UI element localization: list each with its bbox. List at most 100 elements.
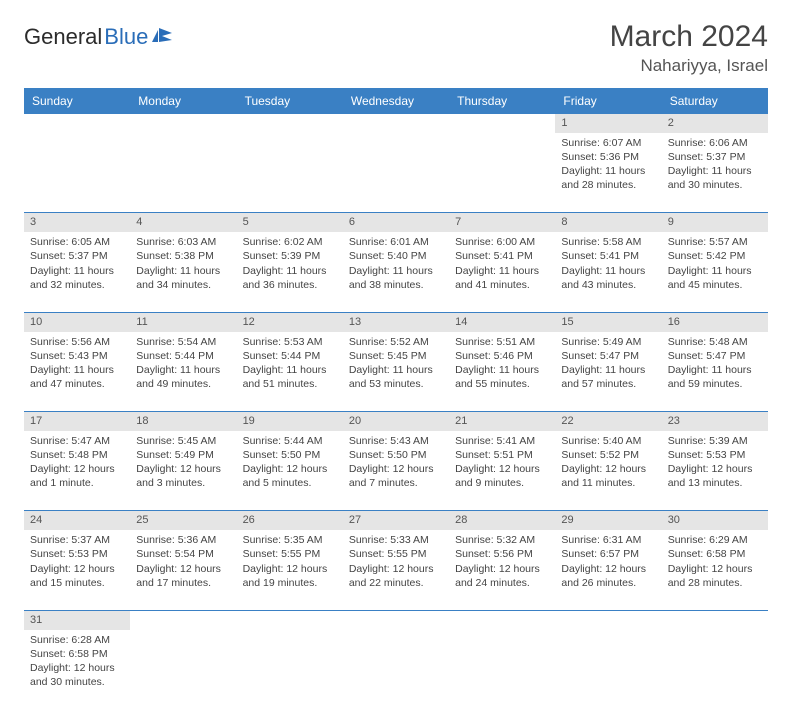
day2-text: and 15 minutes. (30, 576, 124, 590)
day-cell: Sunrise: 6:01 AMSunset: 5:40 PMDaylight:… (343, 232, 449, 312)
day-number: 26 (237, 511, 343, 530)
day1-text: Daylight: 12 hours (561, 462, 655, 476)
day-number: 6 (343, 213, 449, 232)
day2-text: and 7 minutes. (349, 476, 443, 490)
sunset-text: Sunset: 5:53 PM (668, 448, 762, 462)
sunset-text: Sunset: 5:44 PM (136, 349, 230, 363)
sunset-text: Sunset: 5:55 PM (243, 547, 337, 561)
day-number: 8 (555, 213, 661, 232)
day-cell: Sunrise: 5:36 AMSunset: 5:54 PMDaylight:… (130, 530, 236, 610)
day1-text: Daylight: 11 hours (136, 363, 230, 377)
sunrise-text: Sunrise: 5:44 AM (243, 434, 337, 448)
day-header: Wednesday (343, 88, 449, 114)
day-header: Saturday (662, 88, 768, 114)
sunrise-text: Sunrise: 5:37 AM (30, 533, 124, 547)
brand-part1: General (24, 24, 102, 50)
day-header-row: Sunday Monday Tuesday Wednesday Thursday… (24, 88, 768, 114)
day2-text: and 49 minutes. (136, 377, 230, 391)
day-cell: Sunrise: 5:58 AMSunset: 5:41 PMDaylight:… (555, 232, 661, 312)
day-number: 24 (24, 511, 130, 530)
day-number: 14 (449, 312, 555, 331)
day1-text: Daylight: 11 hours (349, 363, 443, 377)
sunset-text: Sunset: 5:50 PM (349, 448, 443, 462)
sunrise-text: Sunrise: 6:01 AM (349, 235, 443, 249)
day-cell: Sunrise: 5:37 AMSunset: 5:53 PMDaylight:… (24, 530, 130, 610)
day1-text: Daylight: 11 hours (668, 264, 762, 278)
day-cell: Sunrise: 5:54 AMSunset: 5:44 PMDaylight:… (130, 332, 236, 412)
sunset-text: Sunset: 5:40 PM (349, 249, 443, 263)
day-cell: Sunrise: 6:06 AMSunset: 5:37 PMDaylight:… (662, 133, 768, 213)
sunrise-text: Sunrise: 5:43 AM (349, 434, 443, 448)
sunrise-text: Sunrise: 5:53 AM (243, 335, 337, 349)
day-number: 19 (237, 412, 343, 431)
sunrise-text: Sunrise: 5:47 AM (30, 434, 124, 448)
day-cell (130, 630, 236, 710)
day-number: 31 (24, 610, 130, 629)
day-data-row: Sunrise: 5:56 AMSunset: 5:43 PMDaylight:… (24, 332, 768, 412)
day2-text: and 53 minutes. (349, 377, 443, 391)
day-data-row: Sunrise: 6:05 AMSunset: 5:37 PMDaylight:… (24, 232, 768, 312)
sunset-text: Sunset: 5:49 PM (136, 448, 230, 462)
day2-text: and 3 minutes. (136, 476, 230, 490)
sunrise-text: Sunrise: 6:03 AM (136, 235, 230, 249)
day-number: 1 (555, 114, 661, 133)
day-number (449, 610, 555, 629)
sunset-text: Sunset: 5:52 PM (561, 448, 655, 462)
day2-text: and 17 minutes. (136, 576, 230, 590)
day-cell: Sunrise: 5:49 AMSunset: 5:47 PMDaylight:… (555, 332, 661, 412)
day-cell (555, 630, 661, 710)
calendar-table: Sunday Monday Tuesday Wednesday Thursday… (24, 88, 768, 710)
sunset-text: Sunset: 5:36 PM (561, 150, 655, 164)
sunset-text: Sunset: 5:41 PM (455, 249, 549, 263)
day-number: 12 (237, 312, 343, 331)
day2-text: and 5 minutes. (243, 476, 337, 490)
sunrise-text: Sunrise: 5:56 AM (30, 335, 124, 349)
day-number-row: 3456789 (24, 213, 768, 232)
header: GeneralBlue March 2024 Nahariyya, Israel (24, 20, 768, 76)
sunrise-text: Sunrise: 5:54 AM (136, 335, 230, 349)
day1-text: Daylight: 12 hours (30, 562, 124, 576)
day-cell (449, 133, 555, 213)
day-number (237, 610, 343, 629)
day-number: 7 (449, 213, 555, 232)
sunset-text: Sunset: 5:53 PM (30, 547, 124, 561)
day-cell (343, 630, 449, 710)
sunrise-text: Sunrise: 5:45 AM (136, 434, 230, 448)
day-number: 10 (24, 312, 130, 331)
sunrise-text: Sunrise: 5:36 AM (136, 533, 230, 547)
sunrise-text: Sunrise: 6:07 AM (561, 136, 655, 150)
day2-text: and 1 minute. (30, 476, 124, 490)
day-number: 27 (343, 511, 449, 530)
day-header: Sunday (24, 88, 130, 114)
day-number: 5 (237, 213, 343, 232)
day-cell: Sunrise: 5:51 AMSunset: 5:46 PMDaylight:… (449, 332, 555, 412)
sunrise-text: Sunrise: 6:31 AM (561, 533, 655, 547)
day-number: 9 (662, 213, 768, 232)
day-cell (24, 133, 130, 213)
sunset-text: Sunset: 5:37 PM (668, 150, 762, 164)
day-number (555, 610, 661, 629)
day1-text: Daylight: 11 hours (668, 363, 762, 377)
day-cell: Sunrise: 5:44 AMSunset: 5:50 PMDaylight:… (237, 431, 343, 511)
day1-text: Daylight: 11 hours (349, 264, 443, 278)
day-cell: Sunrise: 5:47 AMSunset: 5:48 PMDaylight:… (24, 431, 130, 511)
sunrise-text: Sunrise: 6:02 AM (243, 235, 337, 249)
day1-text: Daylight: 12 hours (30, 462, 124, 476)
day2-text: and 51 minutes. (243, 377, 337, 391)
day2-text: and 57 minutes. (561, 377, 655, 391)
day-number: 23 (662, 412, 768, 431)
day-cell: Sunrise: 5:53 AMSunset: 5:44 PMDaylight:… (237, 332, 343, 412)
day1-text: Daylight: 12 hours (349, 562, 443, 576)
day1-text: Daylight: 11 hours (561, 164, 655, 178)
day2-text: and 41 minutes. (455, 278, 549, 292)
day1-text: Daylight: 11 hours (561, 363, 655, 377)
sunrise-text: Sunrise: 5:58 AM (561, 235, 655, 249)
day-number-row: 12 (24, 114, 768, 133)
day-header: Thursday (449, 88, 555, 114)
day1-text: Daylight: 12 hours (30, 661, 124, 675)
day1-text: Daylight: 12 hours (668, 562, 762, 576)
day-number: 13 (343, 312, 449, 331)
day2-text: and 9 minutes. (455, 476, 549, 490)
day-number-row: 24252627282930 (24, 511, 768, 530)
day-cell: Sunrise: 5:39 AMSunset: 5:53 PMDaylight:… (662, 431, 768, 511)
